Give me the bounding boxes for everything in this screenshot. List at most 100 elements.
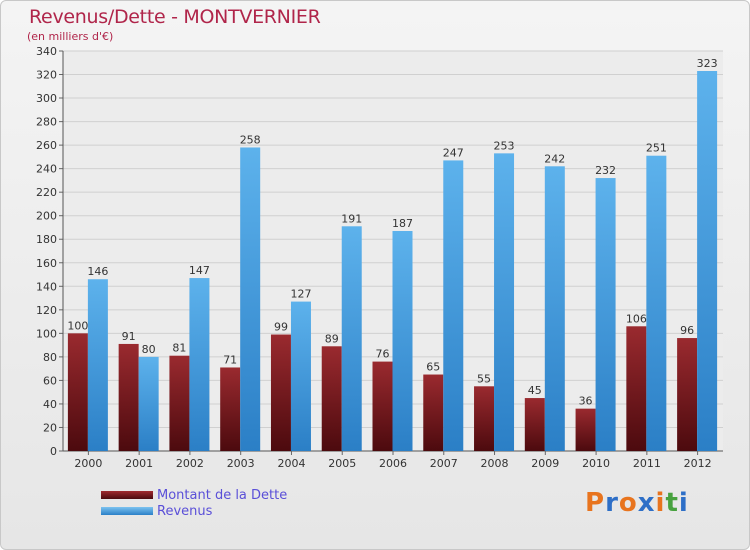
x-tick-label: 2011 — [633, 457, 661, 470]
legend-item-revenus: Revenus — [101, 503, 287, 519]
y-tick-label: 0 — [50, 445, 57, 458]
logo-letter: i — [678, 488, 689, 518]
bar-revenus — [138, 356, 159, 451]
x-tick-label: 2005 — [328, 457, 356, 470]
bar-dette — [474, 386, 495, 451]
value-label-dette: 55 — [477, 372, 491, 385]
x-tick-label: 2004 — [277, 457, 305, 470]
bar-revenus — [240, 147, 261, 451]
logo-letter: t — [665, 488, 679, 518]
chart-subtitle: (en milliers d'€) — [27, 30, 114, 43]
bar-dette — [423, 374, 444, 451]
x-tick-label: 2000 — [74, 457, 102, 470]
value-label-dette: 106 — [626, 312, 647, 325]
value-label-revenus: 323 — [697, 57, 718, 70]
proxiti-logo: Proxiti — [585, 488, 689, 518]
x-tick-label: 2003 — [227, 457, 255, 470]
logo-letter: x — [637, 488, 656, 518]
bar-dette — [626, 326, 647, 451]
value-label-revenus: 242 — [544, 152, 565, 165]
value-label-dette: 100 — [67, 319, 88, 332]
bar-revenus — [290, 301, 311, 451]
y-tick-label: 40 — [43, 398, 57, 411]
value-label-revenus: 232 — [595, 164, 616, 177]
y-tick-label: 200 — [36, 210, 57, 223]
y-tick-label: 160 — [36, 257, 57, 270]
bar-revenus — [646, 155, 667, 452]
x-tick-label: 2009 — [531, 457, 559, 470]
y-tick-label: 220 — [36, 186, 57, 199]
value-label-revenus: 247 — [443, 146, 464, 159]
value-label-dette: 99 — [274, 321, 288, 334]
logo-letter: o — [618, 488, 638, 518]
bar-revenus — [189, 278, 210, 451]
value-label-revenus: 258 — [240, 133, 261, 146]
value-label-dette: 91 — [122, 330, 136, 343]
legend-swatch-dette — [101, 491, 153, 499]
value-label-dette: 65 — [426, 361, 440, 374]
value-label-revenus: 253 — [494, 139, 515, 152]
bar-dette — [118, 343, 139, 451]
value-label-revenus: 191 — [341, 212, 362, 225]
value-label-dette: 45 — [528, 384, 542, 397]
y-tick-label: 240 — [36, 163, 57, 176]
bar-revenus — [494, 153, 515, 451]
value-label-dette: 36 — [579, 395, 593, 408]
value-label-dette: 89 — [325, 332, 339, 345]
bar-dette — [270, 334, 291, 451]
x-tick-label: 2001 — [125, 457, 153, 470]
value-label-dette: 76 — [376, 348, 390, 361]
bar-revenus — [595, 178, 616, 451]
y-tick-label: 300 — [36, 92, 57, 105]
bar-revenus — [87, 279, 108, 451]
bar-revenus — [544, 166, 565, 451]
legend-label-revenus: Revenus — [157, 503, 213, 519]
bar-revenus — [392, 231, 413, 451]
bar-dette — [67, 333, 88, 451]
bar-dette — [524, 398, 545, 451]
y-tick-label: 280 — [36, 116, 57, 129]
x-tick-label: 2006 — [379, 457, 407, 470]
y-tick-label: 120 — [36, 304, 57, 317]
value-label-revenus: 251 — [646, 142, 667, 155]
y-tick-label: 140 — [36, 280, 57, 293]
bar-dette — [220, 367, 241, 451]
legend-swatch-revenus — [101, 507, 153, 515]
y-tick-label: 320 — [36, 69, 57, 82]
value-label-dette: 81 — [172, 342, 186, 355]
bar-dette — [677, 338, 698, 451]
y-tick-label: 20 — [43, 421, 57, 434]
legend-item-dette: Montant de la Dette — [101, 487, 287, 503]
y-tick-label: 60 — [43, 374, 57, 387]
logo-letter: i — [655, 488, 666, 518]
bar-dette — [169, 355, 190, 451]
x-tick-label: 2007 — [430, 457, 458, 470]
value-label-revenus: 127 — [290, 288, 311, 301]
x-tick-label: 2002 — [176, 457, 204, 470]
value-label-revenus: 187 — [392, 217, 413, 230]
value-label-revenus: 146 — [87, 265, 108, 278]
x-tick-label: 2008 — [481, 457, 509, 470]
value-label-dette: 71 — [223, 353, 237, 366]
y-tick-label: 100 — [36, 327, 57, 340]
bar-dette — [372, 361, 393, 451]
x-tick-label: 2010 — [582, 457, 610, 470]
value-label-revenus: 147 — [189, 264, 210, 277]
legend: Montant de la Dette Revenus — [101, 487, 287, 519]
logo-letter: r — [605, 488, 619, 518]
logo-letter: P — [585, 488, 606, 518]
value-label-dette: 96 — [680, 324, 694, 337]
x-tick-label: 2012 — [684, 457, 712, 470]
value-label-revenus: 80 — [142, 343, 156, 356]
bar-revenus — [443, 160, 464, 452]
bar-revenus — [341, 226, 362, 451]
y-tick-label: 340 — [36, 45, 57, 58]
y-tick-label: 260 — [36, 139, 57, 152]
y-tick-label: 80 — [43, 351, 57, 364]
bar-dette — [321, 346, 342, 451]
legend-label-dette: Montant de la Dette — [157, 487, 288, 503]
y-tick-label: 180 — [36, 233, 57, 246]
bar-revenus — [697, 71, 718, 451]
